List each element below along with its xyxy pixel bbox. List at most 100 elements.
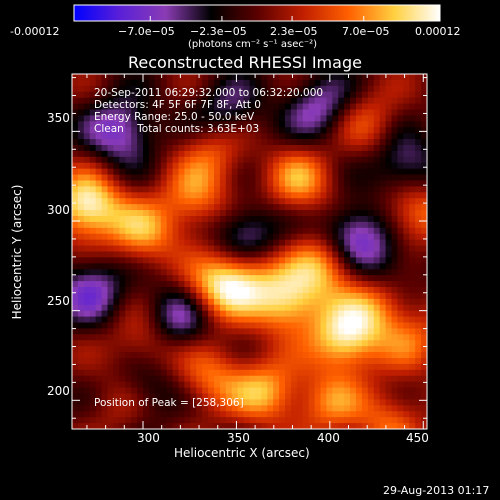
heatmap-cell (178, 423, 186, 429)
heatmap-cell (261, 139, 268, 146)
heatmap-cell (409, 221, 416, 229)
heatmap-cell (208, 405, 215, 412)
heatmap-cell (255, 192, 262, 199)
heatmap-cell (391, 393, 399, 401)
heatmap-cell (344, 334, 351, 341)
heatmap-cell (285, 210, 292, 217)
heatmap-cell (72, 97, 79, 105)
heatmap-cell (421, 334, 427, 341)
heatmap-cell (143, 281, 150, 288)
heatmap-cell (279, 121, 286, 128)
heatmap-cell (178, 369, 186, 377)
heatmap-cell (83, 358, 91, 365)
heatmap-cell (391, 79, 399, 87)
heatmap-cell (72, 180, 79, 188)
heatmap-cell (172, 257, 180, 264)
heatmap-cell (113, 245, 120, 253)
heatmap-cell (154, 328, 162, 335)
heatmap-cell (89, 109, 97, 117)
heatmap-cell (137, 174, 144, 182)
heatmap-cell (237, 156, 245, 164)
heatmap-cell (326, 263, 333, 270)
heatmap-cell (320, 79, 328, 87)
heatmap-cell (166, 269, 174, 276)
heatmap-cell (385, 352, 393, 359)
heatmap-cell (184, 121, 191, 128)
heatmap-cell (148, 387, 156, 395)
heatmap-cell (373, 369, 381, 377)
heatmap-cell (95, 133, 103, 140)
heatmap-cell (172, 251, 180, 259)
heatmap-cell (373, 133, 381, 140)
heatmap-cell (160, 103, 168, 111)
heatmap-cell (356, 346, 363, 353)
heatmap-cell (285, 121, 292, 128)
heatmap-cell (89, 204, 97, 211)
heatmap-cell (255, 91, 262, 99)
heatmap-cell (225, 375, 233, 383)
heatmap-cell (403, 322, 410, 330)
heatmap-cell (344, 423, 351, 429)
heatmap-cell (385, 74, 393, 81)
heatmap-cell (125, 91, 132, 99)
heatmap-cell (385, 275, 393, 282)
heatmap-cell (290, 168, 298, 176)
heatmap-cell (137, 85, 144, 93)
heatmap-cell (255, 150, 262, 158)
heatmap-cell (83, 174, 91, 182)
heatmap-cell (131, 233, 138, 241)
heatmap-cell (409, 399, 416, 406)
heatmap-cell (415, 316, 422, 324)
heatmap-cell (125, 121, 132, 128)
heatmap-cell (166, 358, 174, 365)
heatmap-cell (172, 145, 180, 152)
heatmap-cell (160, 304, 168, 312)
heatmap-cell (178, 417, 186, 424)
heatmap-cell (290, 139, 298, 146)
heatmap-cell (409, 363, 416, 371)
heatmap-cell (338, 423, 345, 429)
heatmap-cell (160, 269, 168, 276)
heatmap-cell (214, 417, 221, 424)
heatmap-cell (344, 292, 351, 300)
heatmap-cell (89, 227, 97, 235)
heatmap-cell (397, 393, 404, 401)
heatmap-cell (160, 79, 168, 87)
heatmap-cell (344, 85, 351, 93)
heatmap-cell (77, 346, 85, 353)
heatmap-cell (249, 346, 257, 353)
heatmap-cell (373, 239, 381, 247)
heatmap-cell (403, 263, 410, 270)
heatmap-cell (202, 127, 209, 134)
heatmap-cell (143, 239, 150, 247)
heatmap-cell (273, 127, 280, 134)
heatmap-cell (397, 174, 404, 182)
heatmap-cell (385, 322, 393, 330)
heatmap-cell (72, 263, 79, 270)
heatmap-cell (160, 298, 168, 306)
heatmap-cell (231, 139, 239, 146)
heatmap-cell (356, 204, 363, 211)
heatmap-cell (356, 91, 363, 99)
heatmap-cell (219, 417, 227, 424)
heatmap-cell (290, 239, 298, 247)
heatmap-cell (196, 369, 203, 377)
heatmap-cell (113, 417, 120, 424)
heatmap-cell (225, 139, 233, 146)
heatmap-cell (137, 352, 144, 359)
heatmap-cell (77, 328, 85, 335)
heatmap-cell (172, 245, 180, 253)
heatmap-cell (196, 281, 203, 288)
heatmap-cell (202, 103, 209, 111)
heatmap-cell (214, 174, 221, 182)
heatmap-cell (296, 127, 304, 134)
heatmap-cell (166, 227, 174, 235)
heatmap-cell (148, 257, 156, 264)
heatmap-cell (219, 121, 227, 128)
heatmap-cell (356, 168, 363, 176)
heatmap-cell (255, 79, 262, 87)
heatmap-cell (172, 346, 180, 353)
heatmap-cell (385, 381, 393, 389)
heatmap-cell (231, 340, 239, 347)
heatmap-cell (89, 239, 97, 247)
